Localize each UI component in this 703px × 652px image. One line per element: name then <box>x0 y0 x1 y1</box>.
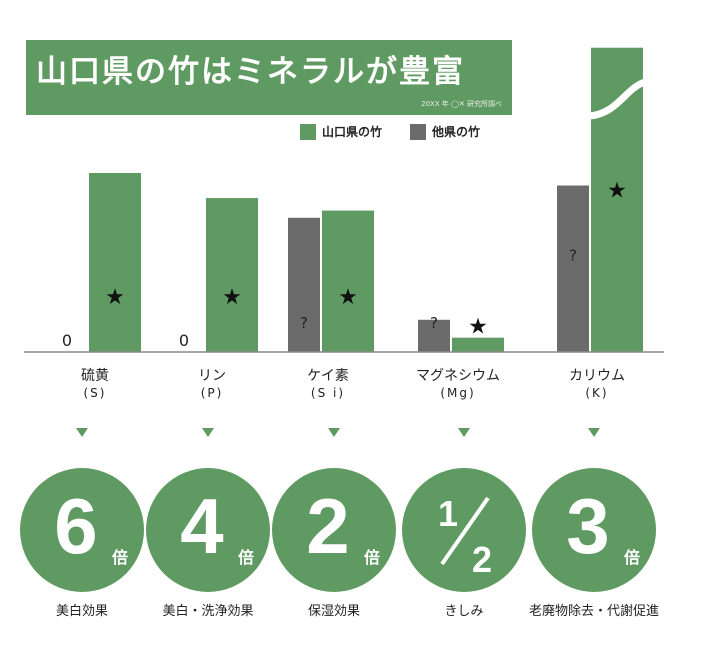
category-label-4: カリウム (K) <box>542 368 652 402</box>
marker-yamaguchi-2: ★ <box>338 285 358 310</box>
fraction-numerator: 1 <box>438 493 458 534</box>
ratio-unit: 倍 <box>623 548 640 567</box>
marker-other-3: ? <box>430 314 438 332</box>
effect-label-3: きしみ <box>444 604 484 619</box>
ratio-value: 2 <box>306 482 350 570</box>
bar-other-4 <box>557 185 589 352</box>
down-arrow-icon <box>328 428 340 437</box>
effect-label-4: 老廃物除去・代謝促進 <box>528 604 659 619</box>
legend: 山口県の竹 他県の竹 <box>300 123 508 140</box>
down-arrow-icon <box>76 428 88 437</box>
legend-label-other: 他県の竹 <box>432 125 481 139</box>
down-arrow-icon <box>458 428 470 437</box>
category-label-0: 硫黄 (S) <box>40 368 150 402</box>
marker-yamaguchi-1: ★ <box>222 285 242 310</box>
effect-label-0: 美白効果 <box>55 604 108 619</box>
marker-yamaguchi-4: ★ <box>607 179 627 204</box>
category-symbol: (S) <box>83 386 107 400</box>
category-name: 硫黄 <box>81 368 109 384</box>
bar-yamaguchi-3 <box>452 337 504 352</box>
bar-yamaguchi-0 <box>89 173 141 352</box>
category-name: マグネシウム <box>416 368 500 384</box>
down-arrow-icon <box>588 428 600 437</box>
category-label-1: リン (P) <box>157 368 267 402</box>
legend-item-other: 他県の竹 <box>410 123 480 140</box>
category-name: リン <box>198 368 226 384</box>
bar-yamaguchi-2 <box>322 210 374 352</box>
marker-yamaguchi-0: ★ <box>105 285 125 310</box>
source-note: 20XX 年 ◯✕ 研究所調べ <box>421 100 502 108</box>
title-banner: 山口県の竹はミネラルが豊富 20XX 年 ◯✕ 研究所調べ <box>26 40 512 115</box>
category-name: ケイ素 <box>307 368 349 384</box>
fraction-slash <box>440 496 490 566</box>
ratio-unit: 倍 <box>111 548 128 567</box>
marker-other-4: ? <box>569 247 577 265</box>
bar-yamaguchi-4 <box>591 47 643 352</box>
category-label-2: ケイ素 (S i) <box>273 368 383 402</box>
bar-other-2 <box>288 217 320 352</box>
category-symbol: (P) <box>200 386 224 400</box>
axis-break <box>586 78 648 120</box>
marker-yamaguchi-3: ★ <box>468 315 488 340</box>
zero-label-0: 0 <box>62 331 72 350</box>
category-symbol: (Mg) <box>440 386 476 400</box>
bar-other-3 <box>418 319 450 352</box>
effect-label-1: 美白・洗浄効果 <box>162 604 254 619</box>
legend-item-yamaguchi: 山口県の竹 <box>300 123 382 140</box>
category-label-3: マグネシウム (Mg) <box>403 368 513 402</box>
zero-label-1: 0 <box>179 331 189 350</box>
ratio-unit: 倍 <box>363 548 380 567</box>
effect-label-2: 保湿効果 <box>307 604 360 619</box>
bar-yamaguchi-1 <box>206 198 258 352</box>
ratio-value: 4 <box>180 482 224 570</box>
legend-swatch-yamaguchi <box>300 123 316 140</box>
chart-title: 山口県の竹はミネラルが豊富 <box>36 54 465 90</box>
category-symbol: (K) <box>585 386 609 400</box>
ratio-unit: 倍 <box>237 548 254 567</box>
marker-other-2: ? <box>300 314 308 332</box>
down-arrow-icon <box>202 428 214 437</box>
fraction-value: 12 <box>438 493 492 580</box>
fraction-denominator: 2 <box>472 539 492 580</box>
legend-swatch-other <box>410 123 427 140</box>
ratio-value: 6 <box>54 482 98 570</box>
category-symbol: (S i) <box>310 386 346 400</box>
legend-label-yamaguchi: 山口県の竹 <box>322 125 383 139</box>
category-name: カリウム <box>569 368 625 384</box>
ratio-value: 3 <box>566 482 610 570</box>
